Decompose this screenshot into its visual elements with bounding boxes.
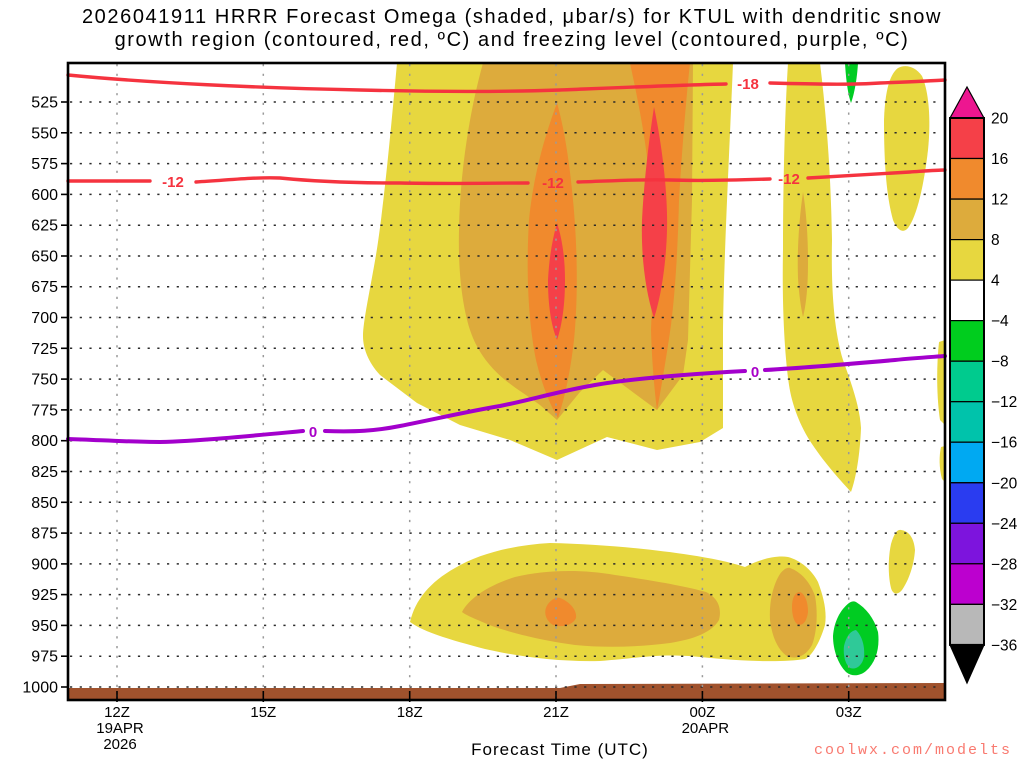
- colorbar-segment: [949, 482, 985, 524]
- y-tick-label: 600: [31, 187, 58, 204]
- x-tick-label: 21Z: [543, 704, 569, 721]
- freezing-level-contour: [66, 354, 947, 445]
- colorbar-label: 8: [991, 232, 1000, 249]
- freezing-label-left: 0: [309, 424, 317, 441]
- colorbar-segment: [949, 320, 985, 362]
- colorbar-segment: [949, 117, 985, 160]
- colorbar-label: −12: [991, 394, 1017, 411]
- x-tick-label: 18Z: [397, 704, 423, 721]
- dgz-top-contour-minus18: [66, 73, 947, 94]
- colorbar-label: −8: [991, 354, 1009, 371]
- y-tick-label: 750: [31, 372, 58, 389]
- omega-core-red-2: [641, 107, 668, 318]
- colorbar-segment: [949, 239, 985, 281]
- omega-core-red-1: [548, 223, 565, 340]
- y-tick-label: 675: [31, 279, 58, 296]
- y-tick-label: 900: [31, 556, 58, 573]
- contour-label-minus18: -18: [737, 76, 759, 93]
- x-axis-label: Forecast Time (UTC): [471, 740, 649, 759]
- colorbar-label: −24: [991, 516, 1018, 533]
- colorbar-label: 4: [991, 273, 1000, 290]
- omega-lowlevel-orange-2: [792, 592, 808, 625]
- omega-colorbar: 20 16 12 8 4 −4 −8 −12 −16 −20 −24 −28 −32 −36: [948, 85, 1018, 685]
- y-tick-label: 925: [31, 587, 58, 604]
- colorbar-label: 16: [991, 151, 1008, 168]
- colorbar-segment: [949, 360, 985, 403]
- chart-title-line1: 2026041911 HRRR Forecast Omega (shaded, …: [81, 6, 943, 28]
- y-tick-label: 525: [31, 95, 58, 112]
- x-tick-label: 03Z: [836, 704, 862, 721]
- x-tick-label: 15Z: [250, 704, 276, 721]
- colorbar-segment: [949, 279, 985, 322]
- colorbar-label: −16: [991, 435, 1017, 452]
- y-tick-label: 825: [31, 464, 58, 481]
- colorbar-segment: [949, 441, 985, 484]
- watermark: coolwx.com/modelts: [813, 742, 1012, 759]
- y-tick-label: 700: [31, 310, 58, 327]
- y-tick-label: 725: [31, 341, 58, 358]
- y-tick-label: 625: [31, 218, 58, 235]
- colorbar-over-arrow: [948, 85, 986, 119]
- colorbar-segment: [949, 157, 985, 200]
- dgz-bottom-contour-minus12: [66, 168, 947, 186]
- omega-edge-sliver-2: [939, 446, 945, 482]
- omega-lowlevel-orange-1: [545, 597, 577, 627]
- colorbar-segment: [949, 563, 985, 605]
- omega-small-blob-right: [888, 529, 915, 594]
- colorbar-label: −32: [991, 597, 1017, 614]
- y-tick-label: 875: [31, 526, 58, 543]
- temperature-contours: [66, 73, 947, 445]
- y-tick-label: 1000: [22, 680, 58, 697]
- contour-label-minus12-right: -12: [778, 171, 800, 188]
- contour-label-minus12-left: -12: [162, 174, 184, 191]
- omega-shaded-field: [363, 63, 945, 676]
- colorbar-under-arrow: [949, 644, 985, 685]
- omega-edge-sliver-1: [937, 340, 945, 425]
- colorbar-label: −28: [991, 556, 1017, 573]
- y-tick-label: 650: [31, 248, 58, 265]
- y-tick-label: 550: [31, 125, 58, 142]
- chart-title-line2: growth region (contoured, red, ºC) and f…: [114, 29, 910, 51]
- axis-tick-labels: 525 550 575 600 625 650 675 700 725 750 775 800 825 8…: [22, 95, 861, 754]
- contour-labels: -18 -12 -12 -12 0 0: [162, 76, 800, 441]
- horizontal-gridlines: [70, 101, 943, 688]
- y-tick-label: 775: [31, 402, 58, 419]
- colorbar-frame: [949, 117, 985, 646]
- y-tick-label: 800: [31, 433, 58, 450]
- omega-right-column-amber-streak: [797, 192, 808, 317]
- axis-tick-marks: [61, 101, 850, 702]
- colorbar-label: −36: [991, 637, 1017, 654]
- y-tick-label: 975: [31, 649, 58, 666]
- colorbar-segment: [949, 603, 985, 646]
- colorbar-label: −4: [991, 313, 1009, 330]
- colorbar-segment: [949, 522, 985, 565]
- y-tick-label: 850: [31, 495, 58, 512]
- contour-label-minus12-mid: -12: [542, 175, 564, 192]
- omega-right-column-yellow: [782, 63, 861, 492]
- y-tick-label: 575: [31, 156, 58, 173]
- x-date-label: 20APR: [682, 720, 730, 737]
- x-date-label: 2026: [103, 736, 136, 753]
- freezing-label-right: 0: [751, 364, 759, 381]
- x-date-label: 19APR: [96, 720, 144, 737]
- colorbar-label: 20: [991, 111, 1009, 128]
- y-tick-label: 950: [31, 618, 58, 635]
- colorbar-segment: [949, 401, 985, 443]
- omega-lowlevel-teal-core: [843, 630, 865, 669]
- terrain-strip: [68, 683, 945, 700]
- plot-border: [66, 61, 947, 702]
- omega-lowlevel-amber: [462, 571, 720, 647]
- colorbar-label: 12: [991, 192, 1008, 209]
- colorbar-label: −20: [991, 475, 1018, 492]
- x-tick-label: 12Z: [104, 704, 130, 721]
- colorbar-segment: [949, 198, 985, 241]
- x-tick-label: 00Z: [689, 704, 715, 721]
- omega-topright-patch: [884, 66, 930, 231]
